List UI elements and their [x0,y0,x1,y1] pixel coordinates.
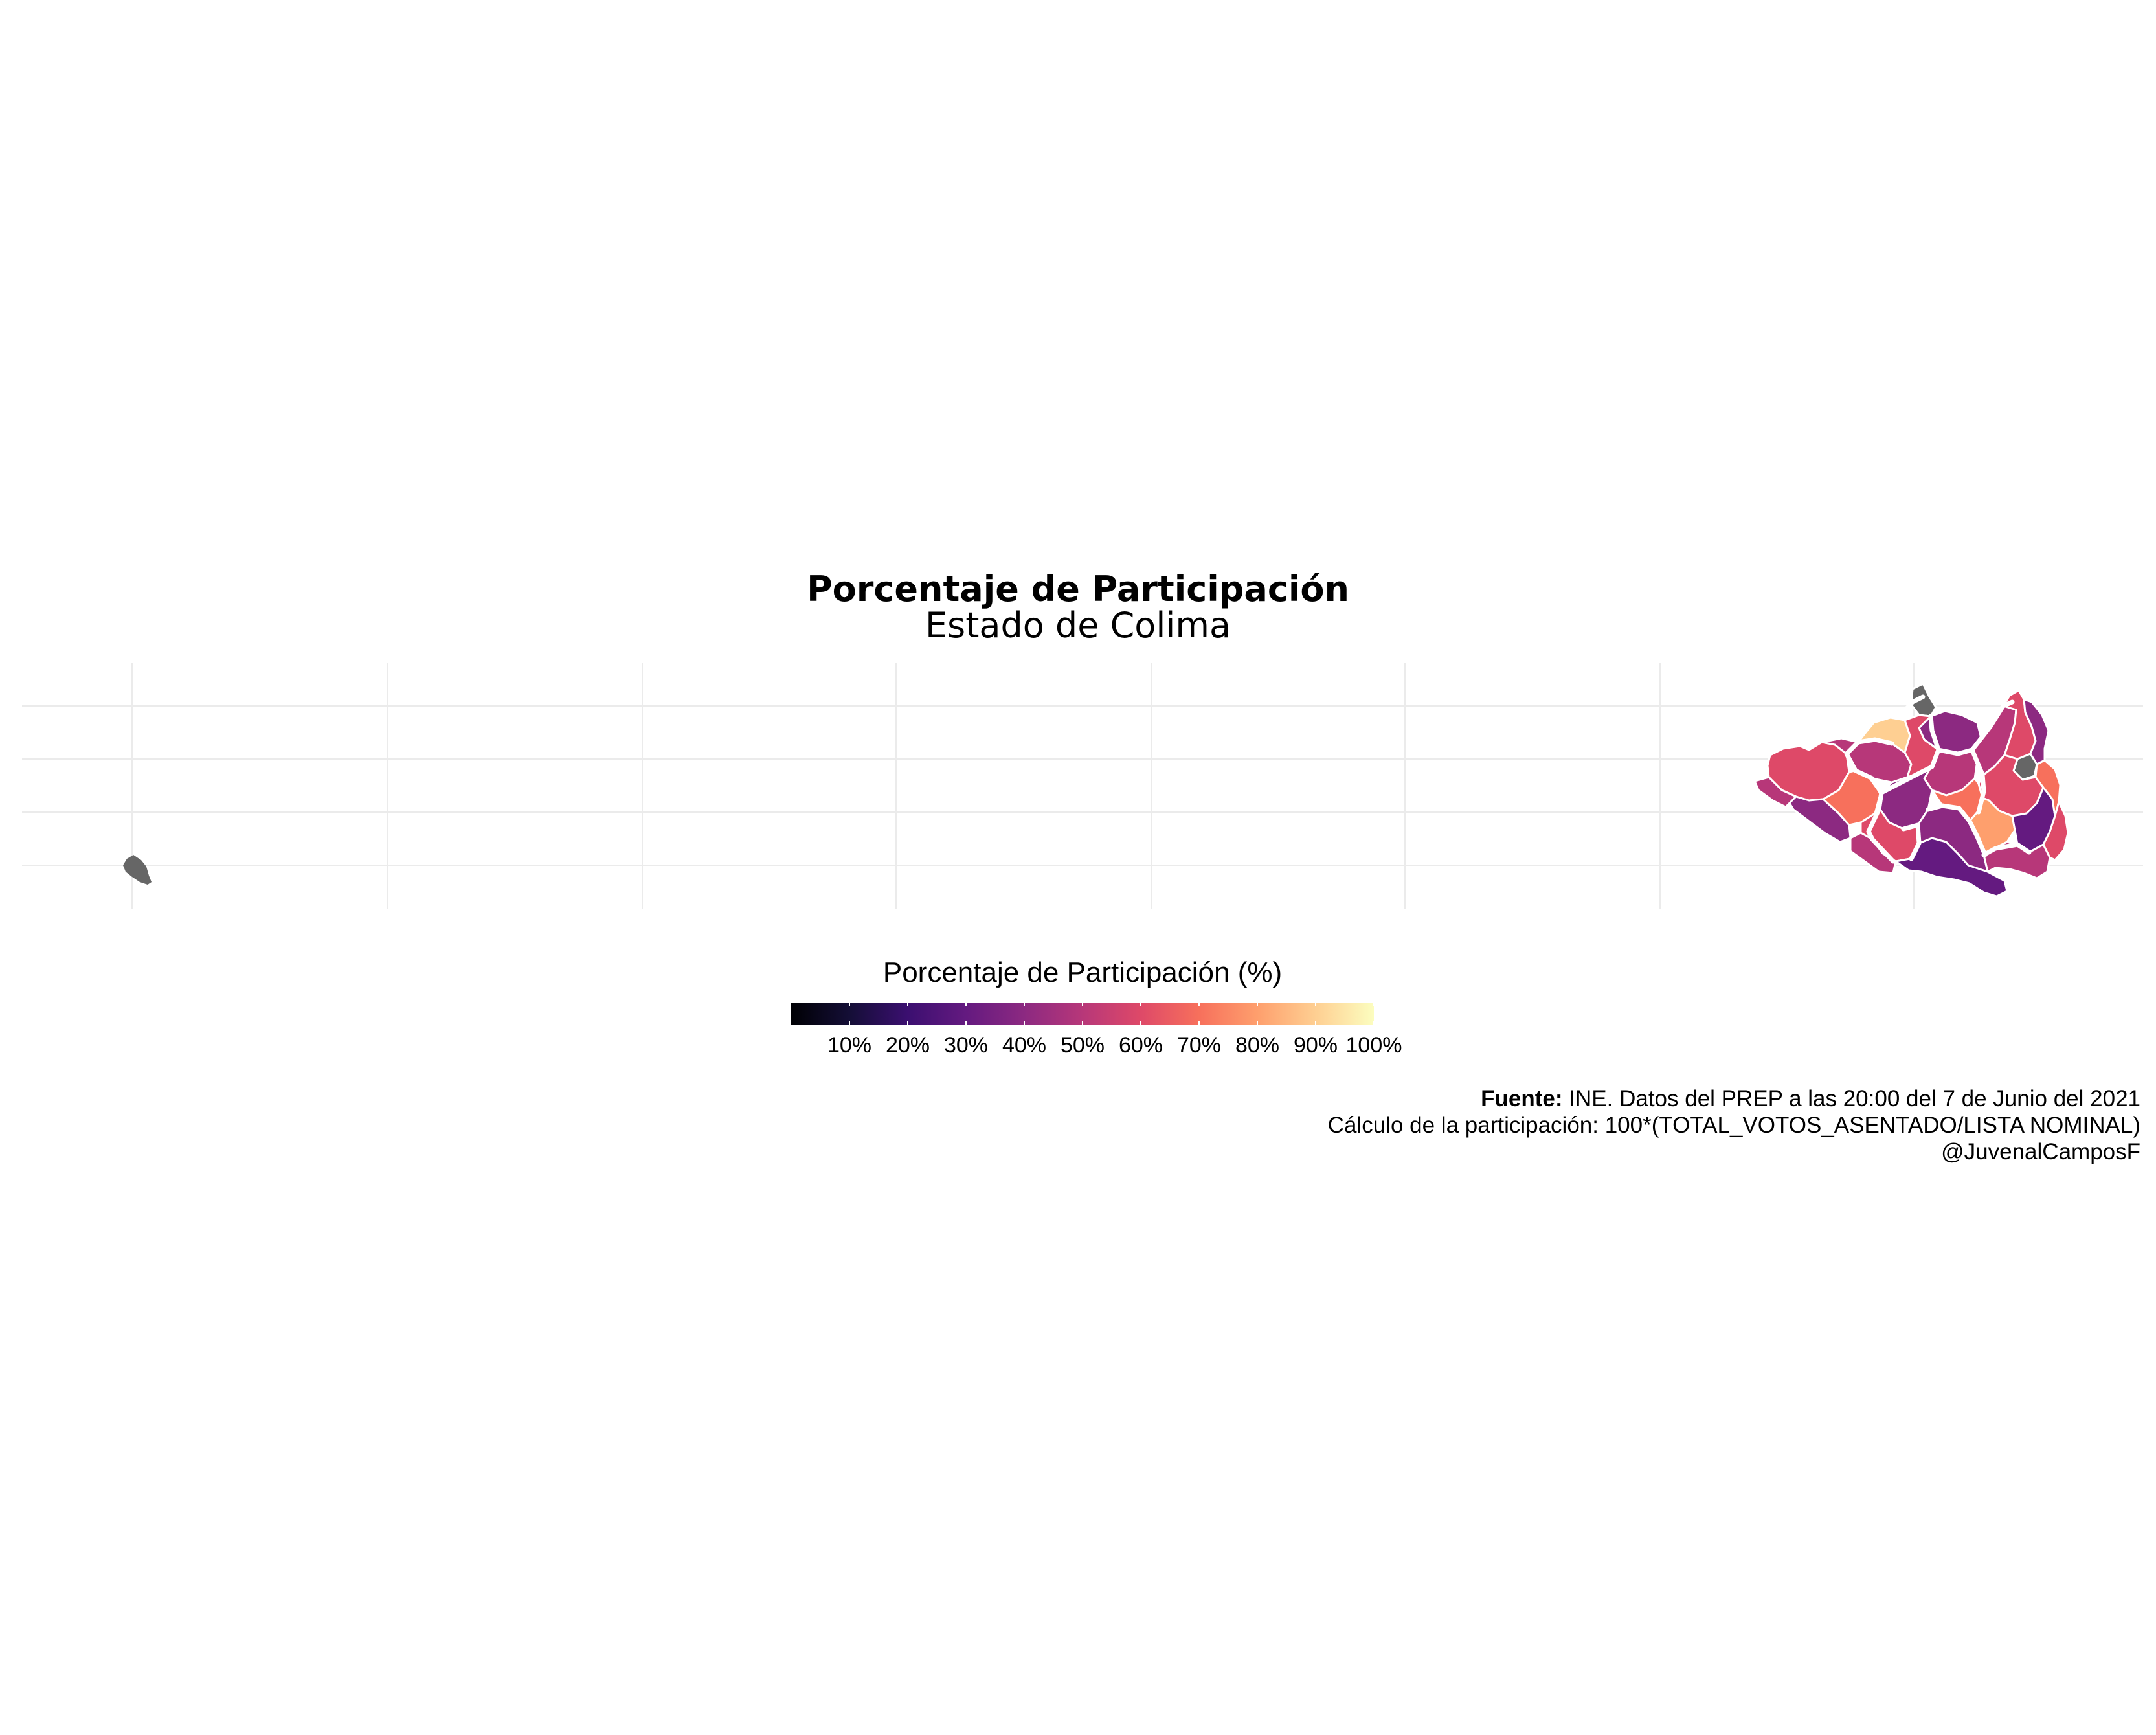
island-no-data [123,855,152,885]
caption-source-label: Fuente: [1481,1086,1563,1111]
section [1753,776,1797,808]
legend-tick-label: 50% [1060,1033,1105,1058]
section [1849,832,1897,874]
legend-tick-label: 70% [1176,1033,1222,1058]
municipality-borders [1844,694,2032,864]
legend-title: Porcentaje de Participación (%) [882,957,1283,988]
legend-tick-label: 30% [943,1033,989,1058]
colima-state [1753,683,2069,898]
legend-tick-label: 100% [1345,1033,1402,1058]
section [1982,841,2051,879]
legend-tick-label: 60% [1118,1033,1163,1058]
map-panel [22,663,2143,909]
legend-tick-label: 20% [885,1033,930,1058]
caption-source-text: INE. Datos del PREP a las 20:00 del 7 de… [1562,1086,2140,1111]
section [1910,683,1937,718]
caption: Fuente: INE. Datos del PREP a las 20:00 … [1328,1085,2140,1165]
caption-author: @JuvenalCamposF [1941,1139,2140,1164]
section [2034,759,2061,817]
legend-tick-label: 90% [1293,1033,1338,1058]
legend-colorbar [791,1003,1374,1025]
section [1780,789,1852,843]
legend-tick-label: 10% [827,1033,872,1058]
chart-subtitle: Estado de Colima [925,605,1231,646]
section [2042,800,2069,861]
chart-title: Porcentaje de Participación [807,569,1349,609]
caption-source-line: Fuente: INE. Datos del PREP a las 20:00 … [1328,1085,2140,1112]
legend-tick-label: 80% [1235,1033,1280,1058]
colorbar-ticks [849,1003,1374,1025]
legend-tick-label: 40% [1002,1033,1047,1058]
section [2023,698,2050,765]
caption-calc-line: Cálculo de la participación: 100*(TOTAL_… [1327,1113,2140,1138]
